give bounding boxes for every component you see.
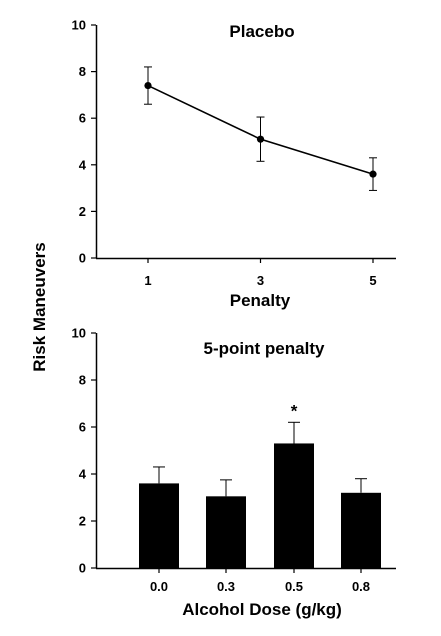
chart-five-point-penalty: 5-point penalty Alcohol Dose (g/kg) 0 2 4 6… (72, 326, 396, 619)
bar-y-tick-label-4: 8 (79, 373, 86, 388)
bar-x-tick-label-1: 0.3 (217, 579, 235, 594)
line-point-0 (144, 81, 152, 90)
line-point-2 (369, 170, 377, 178)
line-y-tick-label-1: 2 (79, 204, 86, 219)
line-y-tick-label-0: 0 (79, 251, 86, 266)
bar-x-tick-label-0: 0.0 (150, 579, 168, 594)
line-x-tick-label-1: 3 (257, 273, 264, 288)
bar-x-tick-label-2: 0.5 (285, 579, 303, 594)
chart-placebo: Placebo Penalty 0 2 4 6 8 10 1 3 5 (72, 18, 396, 310)
chart-title-placebo: Placebo (229, 22, 294, 41)
line-chart-axes: 0 2 4 6 8 10 1 3 5 (72, 18, 396, 288)
x-axis-label-alcohol-dose: Alcohol Dose (g/kg) (182, 600, 342, 619)
bar-1 (206, 496, 246, 568)
line-y-tick-label-5: 10 (72, 18, 86, 33)
bar-3 (341, 492, 381, 568)
bar-chart-marks: * (139, 401, 381, 568)
line-point-1 (256, 135, 265, 143)
line-y-tick-label-4: 8 (79, 64, 86, 79)
bar-annotation-0: * (291, 401, 298, 420)
shared-y-axis-label: Risk Maneuvers (30, 242, 49, 371)
line-chart-marks (144, 66, 377, 191)
bar-y-tick-label-3: 6 (79, 420, 86, 435)
bar-x-tick-label-3: 0.8 (352, 579, 370, 594)
bar-chart-axes: 0 2 4 6 8 10 0.0 0.3 0.5 0.8 (72, 326, 396, 594)
bar-y-tick-label-5: 10 (72, 326, 86, 341)
bar-0 (139, 483, 179, 568)
bar-y-tick-label-0: 0 (79, 561, 86, 576)
line-x-tick-label-2: 5 (369, 273, 376, 288)
bar-2 (274, 443, 314, 568)
chart-title-five-point-penalty: 5-point penalty (204, 339, 325, 358)
bar-y-tick-label-2: 4 (79, 467, 87, 482)
line-y-tick-label-2: 4 (79, 157, 87, 172)
line-x-tick-label-0: 1 (144, 273, 151, 288)
x-axis-label-penalty: Penalty (230, 291, 291, 310)
line-y-tick-label-3: 6 (79, 111, 86, 126)
bar-y-tick-label-1: 2 (79, 514, 86, 529)
